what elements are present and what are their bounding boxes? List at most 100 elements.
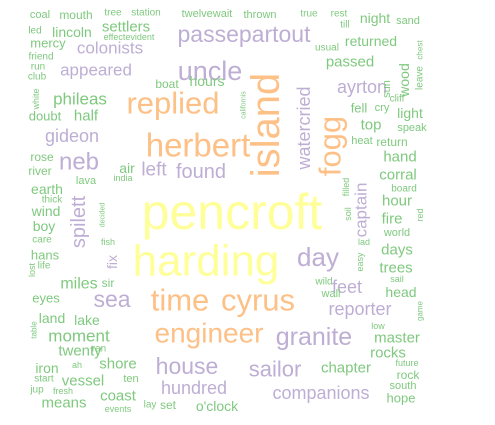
- word-friend: friend: [28, 52, 53, 63]
- word-fresh: fresh: [53, 386, 73, 396]
- word-led: led: [28, 26, 41, 37]
- word-lad: lad: [358, 237, 370, 247]
- word-half: half: [74, 108, 99, 125]
- word-decided: decided: [100, 203, 107, 228]
- word-usual: usual: [315, 43, 339, 54]
- word-white: white: [31, 88, 41, 110]
- word-thick: thick: [42, 195, 64, 206]
- word-master: master: [374, 330, 420, 347]
- word-chest: chest: [416, 40, 425, 60]
- word-heat: heat: [351, 135, 372, 147]
- word-mercy: mercy: [30, 36, 66, 51]
- word-hans: hans: [31, 248, 60, 263]
- word-world: world: [383, 227, 410, 239]
- word-time: time: [151, 283, 210, 318]
- word-future: future: [395, 358, 418, 368]
- word-uncle: uncle: [178, 56, 243, 86]
- word-lava: lava: [76, 175, 97, 187]
- word-found: found: [176, 161, 226, 183]
- word-shore: shore: [99, 356, 137, 373]
- word-cry: cry: [375, 102, 390, 114]
- word-ten: ten: [123, 373, 138, 385]
- word-lincoln: lincoln: [52, 24, 92, 40]
- word-rocks: rocks: [370, 345, 406, 362]
- word-coal: coal: [30, 9, 50, 21]
- word-appeared: appeared: [60, 61, 132, 80]
- word-companions: companions: [272, 383, 369, 403]
- word-passepartout: passepartout: [178, 21, 312, 47]
- word-effectevident: effectevident: [104, 32, 155, 42]
- word-land: land: [39, 310, 65, 326]
- word-tree: tree: [104, 8, 122, 19]
- word-eyes: eyes: [32, 291, 60, 306]
- word-fix: fix: [104, 255, 120, 269]
- word-wind: wind: [31, 203, 61, 219]
- word-gideon: gideon: [45, 126, 99, 146]
- word-south: south: [390, 380, 417, 392]
- word-thrown: thrown: [243, 9, 276, 21]
- word-spilett: spilett: [68, 195, 90, 248]
- word-pencroft: pencroft: [142, 184, 323, 240]
- word-sail: sail: [390, 274, 404, 284]
- word-filled: filled: [341, 178, 351, 197]
- word-returned: returned: [345, 33, 397, 49]
- word-hour: hour: [382, 193, 412, 210]
- word-left: left: [141, 160, 167, 181]
- word-boat: boat: [155, 77, 179, 91]
- word-hours: hours: [189, 73, 224, 89]
- word-doubt: doubt: [29, 109, 62, 124]
- word-boy: boy: [33, 218, 56, 234]
- word-leave: leave: [415, 66, 426, 90]
- word-island: island: [244, 73, 288, 178]
- word-table: table: [30, 321, 39, 339]
- word-low: low: [371, 321, 385, 331]
- word-moment: moment: [48, 327, 110, 346]
- word-days: days: [381, 242, 413, 259]
- word-rock: rock: [397, 368, 421, 382]
- word-top: top: [361, 117, 382, 134]
- word-reporter: reporter: [328, 299, 391, 319]
- word-twenty: twenty: [58, 343, 102, 360]
- word-wall: wall: [321, 288, 341, 300]
- word-hope: hope: [387, 391, 416, 406]
- word-sun: sun: [381, 80, 393, 98]
- word-rest: rest: [331, 9, 348, 20]
- word-day: day: [297, 242, 339, 272]
- word-fell: fell: [351, 101, 368, 116]
- word-game: game: [416, 300, 425, 321]
- word-sand: sand: [396, 15, 420, 27]
- word-twelvewait: twelvewait: [182, 8, 233, 20]
- word-sir: sir: [102, 276, 115, 290]
- word-watercried: watercried: [294, 86, 314, 170]
- word-soil: soil: [343, 207, 353, 221]
- word-trees: trees: [379, 260, 412, 277]
- word-o-clock: o'clock: [196, 398, 239, 414]
- word-true: true: [300, 9, 318, 20]
- word-sea: sea: [93, 286, 130, 312]
- word-set: set: [160, 398, 177, 412]
- word-till: till: [340, 20, 349, 31]
- word-life: life: [38, 261, 51, 272]
- word-lay: lay: [144, 400, 157, 411]
- word-start: start: [34, 374, 54, 385]
- word-run: run: [31, 62, 45, 73]
- word-night: night: [360, 10, 390, 26]
- word-ran: ran: [92, 344, 106, 355]
- word-corral: corral: [379, 167, 417, 184]
- word-captain: captain: [352, 183, 371, 238]
- word-station: station: [131, 8, 160, 19]
- word-light: light: [397, 105, 423, 121]
- word-rose: rose: [30, 150, 54, 164]
- word-air: air: [119, 160, 135, 176]
- word-return: return: [376, 135, 407, 149]
- word-settlers: settlers: [102, 19, 150, 36]
- word-sailor: sailor: [249, 357, 302, 382]
- word-cliff: cliff: [390, 94, 405, 105]
- word-ayrton: ayrton: [337, 77, 387, 97]
- word-phileas: phileas: [53, 90, 107, 109]
- word-vessel: vessel: [62, 373, 105, 390]
- word-easy: easy: [355, 252, 365, 272]
- word-ah: ah: [72, 360, 82, 370]
- word-chapter: chapter: [321, 360, 371, 377]
